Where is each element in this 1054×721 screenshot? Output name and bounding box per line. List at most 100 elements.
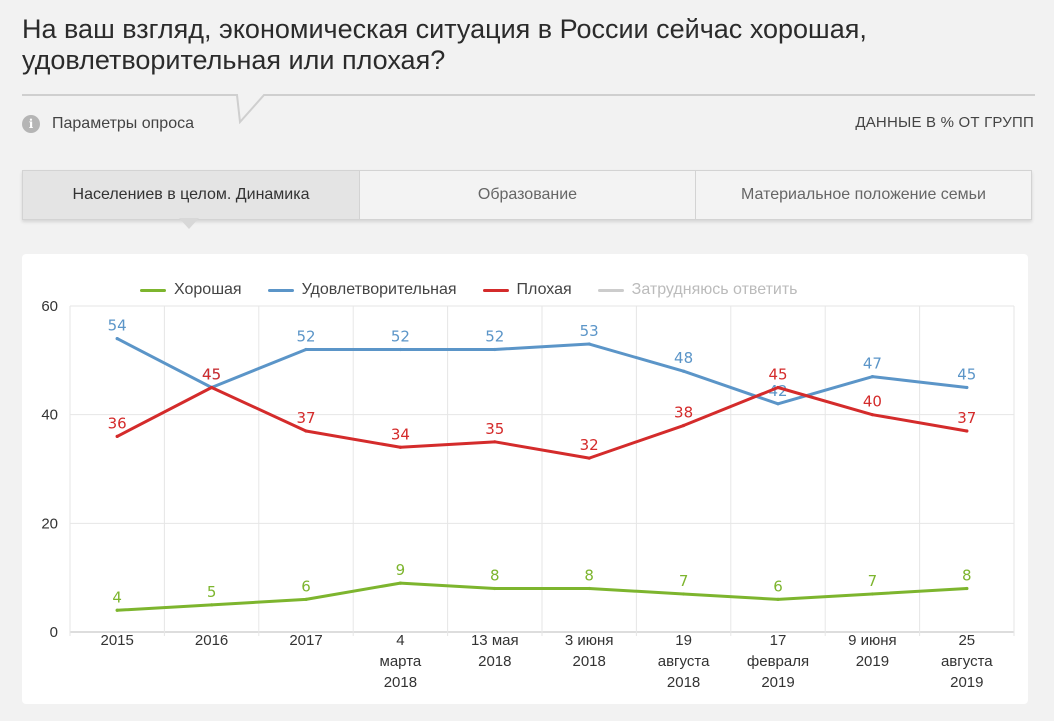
data-point (115, 608, 119, 612)
data-point (870, 413, 875, 417)
data-point (682, 369, 686, 373)
data-label: 45 (768, 366, 787, 384)
data-point (304, 347, 308, 352)
x-tick-label: 2016 (195, 632, 228, 649)
data-point (587, 456, 591, 460)
x-tick-label: 13 мая (471, 632, 519, 649)
x-tick-label: 3 июня (565, 632, 614, 649)
data-label: 48 (674, 349, 693, 367)
data-point (493, 347, 497, 352)
data-label: 52 (391, 327, 410, 345)
data-label: 7 (868, 572, 878, 590)
data-label: 34 (391, 425, 410, 443)
legend-swatch (597, 288, 624, 292)
x-tick-label: 25 (958, 632, 975, 649)
data-point (776, 402, 780, 406)
data-label: 52 (296, 327, 315, 345)
data-point (587, 342, 591, 346)
data-label: 54 (108, 317, 127, 335)
data-point (398, 581, 402, 585)
data-label: 6 (301, 577, 311, 595)
data-label: 32 (580, 436, 599, 454)
data-point (210, 603, 214, 607)
data-label: 45 (202, 366, 221, 384)
data-point (776, 597, 780, 602)
legend-item-bad[interactable]: Плохая (482, 281, 572, 299)
data-label: 4 (112, 588, 122, 606)
data-point (682, 592, 686, 596)
page-title: На ваш взгляд, экономическая ситуация в … (22, 14, 867, 75)
tab-education[interactable]: Образование (360, 171, 696, 219)
data-point (587, 586, 591, 591)
y-tick-label: 0 (50, 624, 58, 641)
data-point (304, 429, 308, 433)
x-tick-label: 17 (770, 632, 787, 649)
data-label: 53 (580, 322, 599, 340)
data-label: 40 (863, 393, 882, 411)
legend-label: Хорошая (174, 281, 242, 298)
x-tick-label: 2019 (761, 674, 794, 691)
data-point (398, 445, 402, 449)
data-point (115, 337, 119, 341)
x-tick-label: 4 (396, 632, 404, 649)
data-point (870, 375, 875, 379)
x-tick-label: 2018 (667, 674, 700, 691)
chart-legend: Хорошая Удовлетворительная Плохая Затруд… (140, 281, 824, 299)
tab-label: Материальное положение семьи (741, 186, 986, 203)
x-tick-label: марта (380, 653, 422, 670)
data-point (398, 347, 402, 352)
data-point (776, 385, 780, 390)
series-line (115, 581, 969, 612)
x-tick-label: 2018 (573, 653, 606, 670)
data-point (304, 597, 308, 602)
data-label: 38 (674, 404, 693, 422)
data-label: 37 (296, 409, 315, 427)
x-tick-label: 2018 (384, 674, 417, 691)
tab-bar: Населениев в целом. Динамика Образование… (22, 170, 1032, 220)
data-point (493, 586, 497, 591)
x-tick-label: августа (658, 653, 710, 670)
data-point (965, 586, 969, 591)
data-label: 6 (773, 577, 783, 595)
active-tab-pointer (179, 218, 199, 229)
data-note: ДАННЫЕ В % ОТ ГРУПП (855, 114, 1034, 131)
data-label: 8 (584, 567, 594, 585)
legend-item-satisfactory[interactable]: Удовлетворительная (267, 281, 457, 299)
series-line (115, 337, 969, 406)
y-tick-label: 60 (41, 298, 58, 315)
series-line (115, 386, 969, 460)
data-label: 36 (108, 414, 127, 432)
header-divider (22, 94, 1035, 124)
legend-label: Удовлетворительная (301, 281, 457, 298)
survey-params-label: Параметры опроса (52, 115, 194, 132)
legend-item-undecided[interactable]: Затрудняюсь ответить (597, 281, 798, 299)
y-tick-label: 20 (41, 515, 58, 532)
legend-label: Плохая (516, 281, 572, 298)
data-label: 47 (863, 355, 882, 373)
tab-population-dynamics[interactable]: Населениев в целом. Динамика (23, 171, 360, 219)
data-label: 45 (957, 366, 976, 384)
tab-family-finances[interactable]: Материальное положение семьи (696, 171, 1031, 219)
data-label: 42 (768, 382, 787, 400)
data-label: 8 (962, 567, 972, 585)
data-point (965, 429, 969, 433)
x-tick-label: августа (941, 653, 993, 670)
legend-swatch (482, 288, 509, 292)
x-tick-label: 2019 (950, 674, 983, 691)
x-tick-label: 19 (675, 632, 692, 649)
tab-label: Образование (477, 186, 578, 203)
survey-params-toggle[interactable]: i Параметры опроса (22, 112, 194, 136)
data-point (870, 592, 875, 596)
data-label: 9 (396, 561, 406, 579)
x-tick-label: февраля (747, 653, 809, 670)
legend-item-good[interactable]: Хорошая (140, 281, 242, 299)
data-point (682, 423, 686, 428)
chart-card (22, 254, 1028, 704)
y-tick-label: 40 (41, 407, 58, 424)
data-label: 35 (485, 420, 504, 438)
x-tick-label: 9 июня (848, 632, 897, 649)
tab-label: Населениев в целом. Динамика (72, 186, 310, 203)
data-label: 5 (207, 583, 217, 601)
x-tick-label: 2018 (478, 653, 511, 670)
